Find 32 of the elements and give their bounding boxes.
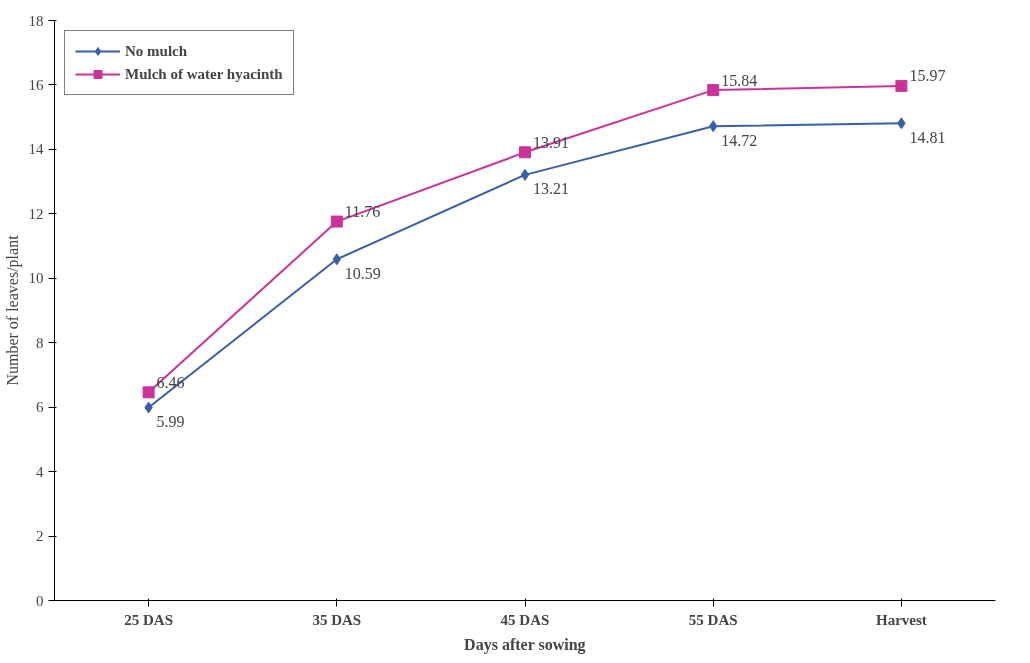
- y-tick-label: 18: [28, 12, 44, 29]
- point: [707, 84, 720, 97]
- y-tick-label: 8: [36, 334, 44, 351]
- y-axis-title: Number of leaves/plant: [3, 234, 22, 386]
- x-tick-label: 45 DAS: [500, 611, 550, 628]
- legend-label: No mulch: [125, 42, 188, 60]
- point: [519, 146, 531, 159]
- data-label: 15.84: [721, 71, 758, 89]
- y-tick-label: 2: [36, 528, 44, 545]
- data-label: 15.97: [909, 67, 946, 85]
- legend-label: Mulch of water hyacinth: [125, 65, 283, 83]
- y-tick-label: 12: [28, 205, 44, 222]
- data-label: 13.21: [533, 180, 569, 198]
- x-tick-label: 35 DAS: [312, 611, 362, 628]
- data-label: 10.59: [344, 264, 381, 282]
- data-label: 14.72: [721, 131, 758, 149]
- x-tick-label: 25 DAS: [124, 611, 173, 628]
- data-label: 14.81: [909, 128, 946, 146]
- x-axis-title: Days after sowing: [464, 635, 586, 654]
- data-label: 5.99: [156, 412, 185, 430]
- point: [330, 215, 343, 228]
- point: [895, 79, 908, 92]
- y-tick-label: 6: [36, 399, 44, 416]
- x-tick-label: Harvest: [875, 611, 927, 628]
- y-tick-label: 4: [36, 463, 44, 480]
- point: [520, 168, 530, 181]
- y-tick-label: 10: [28, 270, 44, 287]
- y-tick-label: 0: [36, 592, 44, 609]
- x-tick-label: 55 DAS: [688, 611, 738, 628]
- y-tick-label: 16: [28, 76, 44, 93]
- point: [142, 386, 155, 399]
- y-tick-label: 14: [28, 141, 44, 158]
